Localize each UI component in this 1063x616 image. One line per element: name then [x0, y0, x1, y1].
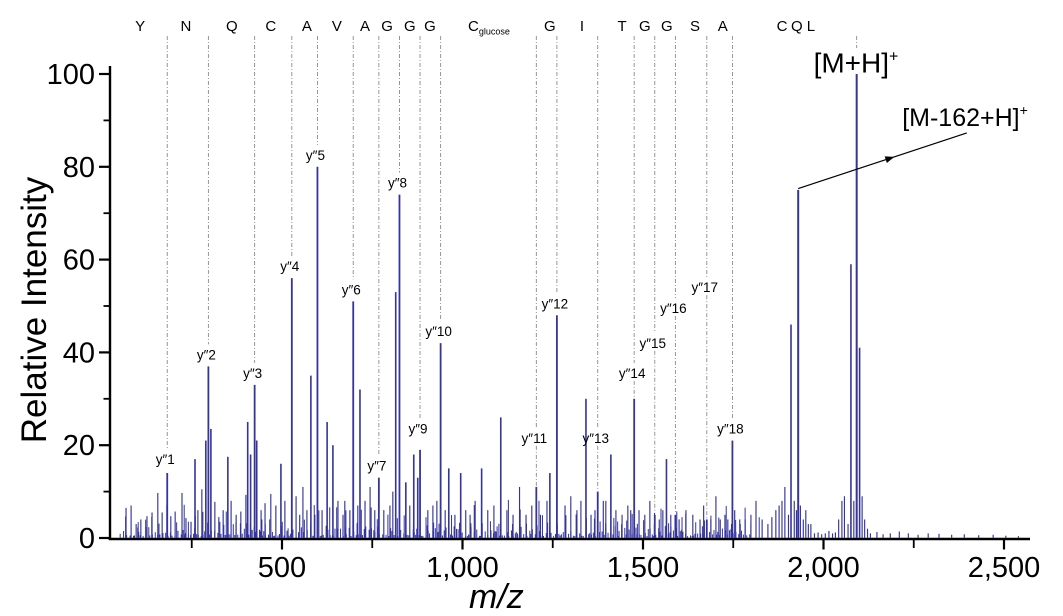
- y-tick-label: 40: [63, 337, 95, 369]
- sequence-residue: L: [807, 18, 815, 35]
- y-tick-label: 60: [63, 245, 95, 277]
- sequence-residue: G: [404, 18, 416, 35]
- sequence-residue: T: [617, 18, 626, 35]
- peaks-group: [119, 74, 1020, 538]
- x-tick-label: 1,500: [607, 552, 680, 584]
- x-tick-label: 2,500: [968, 552, 1041, 584]
- x-tick-label: 2,000: [787, 552, 860, 584]
- y-ion-label: y″11: [522, 431, 548, 446]
- y-tick-label: 0: [79, 523, 95, 555]
- axes-group: 0 20 40 60 80 100 500 1,000 1,500 2,000 2,500: [47, 59, 1041, 584]
- x-tick-label: 1,000: [426, 552, 499, 584]
- sequence-residue: V: [332, 18, 342, 35]
- y-ion-label: y″8: [388, 176, 407, 191]
- y-ion-label: y″15: [639, 336, 666, 351]
- y-ion-label: y″14: [619, 366, 646, 381]
- sequence-residue: G: [544, 18, 556, 35]
- y-tick-label: 100: [47, 59, 95, 91]
- sequence-residue: Y: [135, 18, 145, 35]
- y-tick-label: 80: [63, 152, 95, 184]
- y-ion-label: y″12: [542, 296, 569, 311]
- sequence-residue: N: [181, 18, 192, 35]
- y-ion-label: y″13: [582, 431, 609, 446]
- y-tick-label: 20: [63, 430, 95, 462]
- sequence-residue: A: [718, 18, 728, 35]
- guide-lines-group: [166, 36, 858, 519]
- y-ion-label: y″2: [197, 347, 216, 362]
- annotation-leader-line: [798, 132, 968, 190]
- parent-ion-label: [M+H]+: [814, 48, 899, 79]
- sequence-residue-glycosylated: Cglucose: [468, 18, 510, 37]
- y-ion-label: y″9: [409, 422, 428, 437]
- sequence-residue: A: [302, 18, 312, 35]
- annotation-arrowhead: [884, 156, 895, 164]
- y-ion-label: y″10: [425, 324, 452, 339]
- sequence-residue: A: [360, 18, 370, 35]
- annotations-group: Y N Q C A V A G G G Cglucose G I T G G S A C Q Ly″1y″2y″3y″4…: [135, 18, 1028, 474]
- y-ion-label: y″3: [243, 366, 262, 381]
- sequence-residue: G: [424, 18, 436, 35]
- y-ion-label: y″4: [280, 259, 300, 274]
- y-ion-label: y″18: [717, 422, 744, 437]
- y-ion-label: y″1: [156, 452, 175, 467]
- y-ion-label: y″7: [367, 459, 386, 474]
- parent-ion-label: [M-162+H]+: [902, 102, 1028, 132]
- sequence-residue: S: [690, 18, 700, 35]
- sequence-residue: G: [381, 18, 393, 35]
- sequence-residue: G: [661, 18, 673, 35]
- y-ion-label: y″5: [306, 148, 325, 163]
- sequence-residue: C: [777, 18, 788, 35]
- sequence-residue: G: [639, 18, 651, 35]
- y-ion-label: y″16: [660, 301, 687, 316]
- sequence-residue: Q: [791, 18, 803, 35]
- y-ion-label: y″6: [342, 282, 361, 297]
- x-axis-title: m/z: [469, 578, 524, 616]
- sequence-residue: Q: [226, 18, 238, 35]
- x-tick-label: 500: [258, 552, 306, 584]
- y-ion-label: y″17: [692, 280, 719, 295]
- sequence-residue: C: [265, 18, 276, 35]
- sequence-residue: I: [580, 18, 584, 35]
